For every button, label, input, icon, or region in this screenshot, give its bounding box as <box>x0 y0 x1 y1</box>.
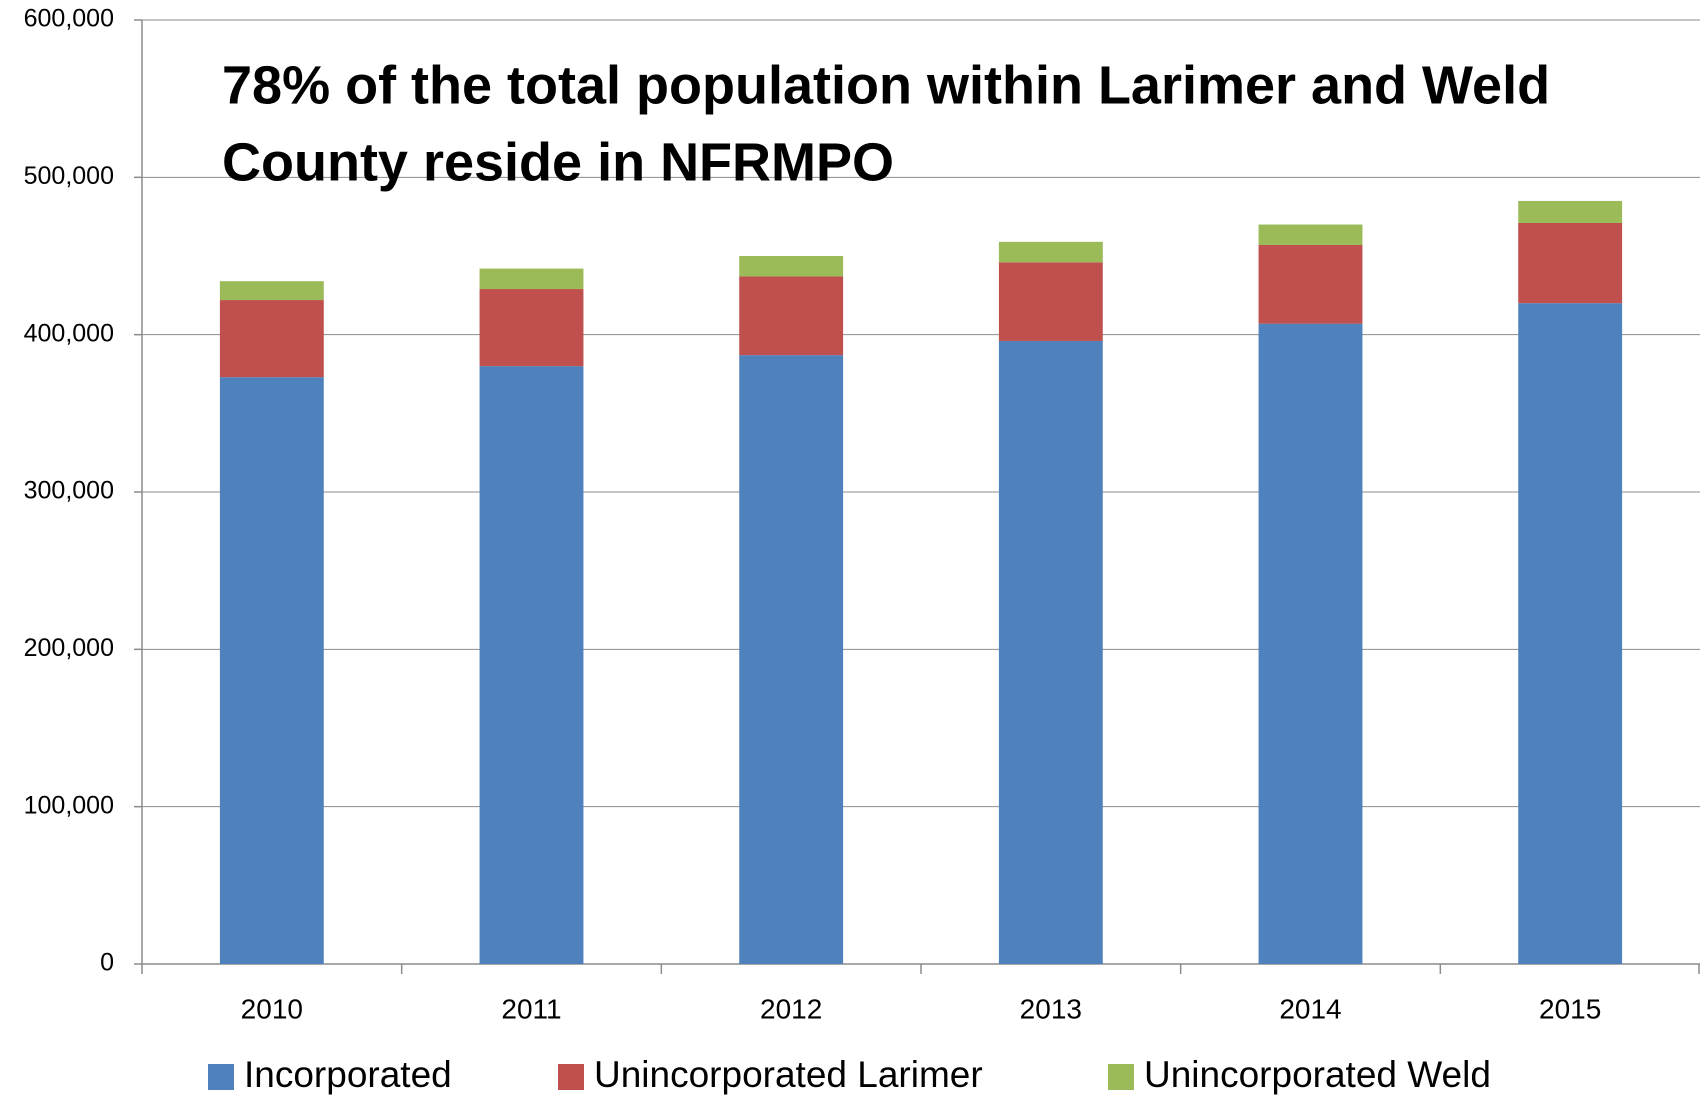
bar-segment <box>479 289 584 367</box>
bar-segment <box>1518 200 1623 223</box>
y-tick-label: 400,000 <box>24 319 114 347</box>
legend-label: Unincorporated Weld <box>1144 1054 1491 1095</box>
bar-segment <box>479 366 584 965</box>
y-tick-label: 0 <box>100 949 114 977</box>
y-tick-label: 600,000 <box>24 5 114 33</box>
bar-segment <box>998 340 1103 965</box>
bar-segment <box>479 268 584 290</box>
x-tick-label: 2015 <box>1539 993 1601 1024</box>
bar-segment <box>998 241 1103 263</box>
bar-segment <box>1518 303 1623 964</box>
bar-segment <box>219 300 324 378</box>
annotation: 78% of the total population within Larim… <box>222 55 1550 115</box>
bar-segment <box>998 262 1103 341</box>
y-tick-label: 200,000 <box>24 634 114 662</box>
x-tick-label: 2012 <box>760 993 822 1024</box>
legend-label: Unincorporated Larimer <box>594 1054 983 1095</box>
bar-segment <box>739 256 844 277</box>
bar-segment <box>739 276 844 356</box>
bar-segment <box>219 281 324 301</box>
bar-segment <box>739 355 844 964</box>
x-tick-label: 2011 <box>501 993 561 1024</box>
annotation: County reside in NFRMPO <box>222 132 894 192</box>
bar-segment <box>1258 323 1363 964</box>
y-tick-label: 500,000 <box>24 162 114 190</box>
x-tick-label: 2013 <box>1020 993 1082 1024</box>
x-tick-label: 2010 <box>241 993 303 1024</box>
legend-swatch <box>208 1064 234 1090</box>
y-tick-label: 100,000 <box>24 791 114 819</box>
bar-segment <box>1518 222 1623 304</box>
x-tick-label: 2014 <box>1279 993 1341 1024</box>
legend-label: Incorporated <box>244 1054 452 1095</box>
legend-swatch <box>1108 1064 1134 1090</box>
bar-segment <box>219 377 324 964</box>
y-tick-label: 300,000 <box>24 477 114 505</box>
legend-swatch <box>558 1064 584 1090</box>
bar-segment <box>1258 224 1363 245</box>
bar-segment <box>1258 244 1363 324</box>
